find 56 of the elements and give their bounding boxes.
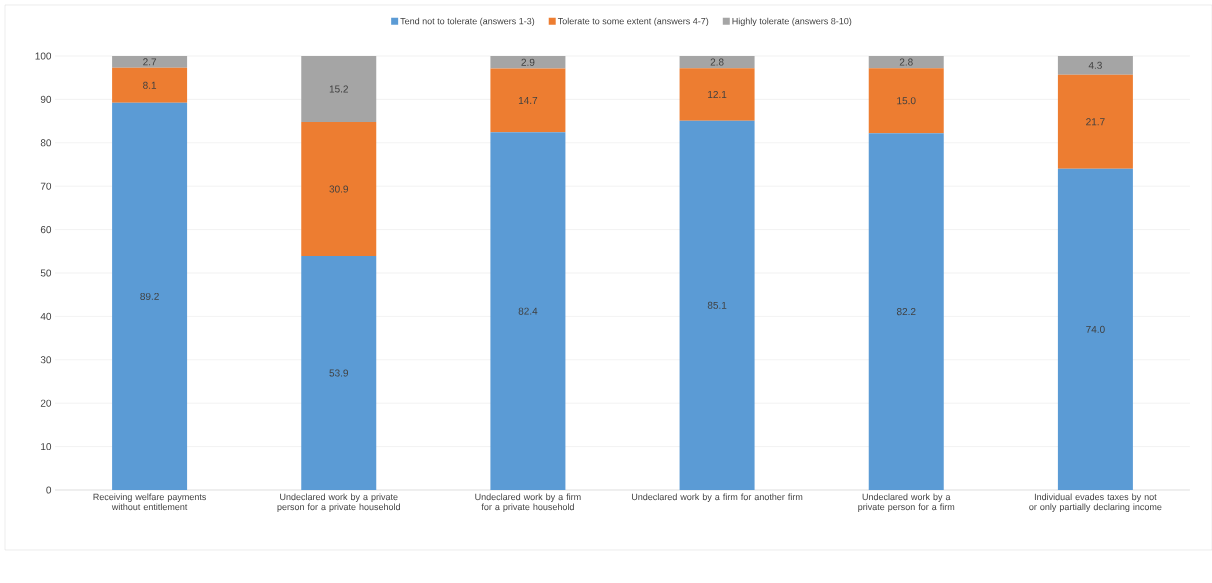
x-tick-label: Undeclared work by a private person for a firm bbox=[858, 493, 955, 512]
data-label: 21.7 bbox=[1086, 118, 1105, 126]
data-label: 82.2 bbox=[896, 308, 916, 316]
data-label: 12.1 bbox=[708, 90, 727, 98]
y-tick-label: 0 bbox=[46, 486, 52, 494]
y-tick-label: 50 bbox=[40, 269, 52, 277]
data-label: 89.2 bbox=[140, 292, 159, 300]
x-tick-label: Individual evades taxes by not or only partially declaring income bbox=[1029, 493, 1162, 512]
bar bbox=[868, 55, 944, 69]
data-label: 2.8 bbox=[899, 58, 913, 66]
bar bbox=[112, 102, 188, 490]
y-tick-label: 70 bbox=[40, 182, 52, 190]
y-tick-label: 100 bbox=[35, 52, 52, 60]
x-tick-label: Undeclared work by a firm for another firm bbox=[631, 493, 803, 502]
data-label: 82.4 bbox=[518, 307, 538, 315]
bar bbox=[112, 67, 188, 103]
bar bbox=[301, 121, 377, 257]
data-label: 2.9 bbox=[521, 58, 535, 66]
data-label: 30.9 bbox=[329, 185, 349, 193]
y-tick-label: 90 bbox=[40, 95, 52, 103]
bar bbox=[1057, 74, 1133, 169]
data-label: 2.7 bbox=[143, 58, 157, 66]
x-tick-label: Undeclared work by a firm for a private household bbox=[475, 493, 581, 512]
bar bbox=[868, 133, 944, 490]
data-label: 15.0 bbox=[897, 97, 916, 105]
bar bbox=[1057, 168, 1133, 490]
legend-label: Highly tolerate (answers 8-10) bbox=[732, 17, 852, 27]
data-label: 85.1 bbox=[707, 301, 727, 309]
data-label: 53.9 bbox=[329, 369, 349, 377]
y-tick-label: 20 bbox=[40, 399, 52, 407]
data-label: 74.0 bbox=[1086, 325, 1105, 333]
y-tick-label: 60 bbox=[40, 226, 52, 234]
bar bbox=[490, 132, 566, 490]
x-tick-label: Undeclared work by a private person for a private household bbox=[277, 493, 400, 512]
bar bbox=[868, 68, 944, 134]
bar bbox=[301, 256, 377, 490]
bar bbox=[301, 55, 377, 122]
y-tick-label: 10 bbox=[41, 443, 52, 451]
y-tick-label: 40 bbox=[40, 312, 52, 320]
bar bbox=[112, 55, 188, 68]
data-label: 8.1 bbox=[143, 81, 157, 89]
bar bbox=[490, 68, 566, 133]
bar bbox=[490, 55, 566, 69]
bar bbox=[679, 120, 755, 490]
y-tick-label: 80 bbox=[40, 139, 52, 147]
data-label: 4.3 bbox=[1088, 61, 1102, 69]
y-tick-label: 30 bbox=[40, 356, 52, 364]
data-label: 2.8 bbox=[710, 58, 724, 66]
bar bbox=[1057, 55, 1133, 75]
legend-label: Tend not to tolerate (answers 1-3) bbox=[400, 17, 535, 27]
legend-label: Tolerate to some extent (answers 4-7) bbox=[557, 17, 709, 27]
data-label: 15.2 bbox=[329, 85, 348, 93]
bar bbox=[679, 68, 755, 121]
data-label: 14.7 bbox=[518, 97, 538, 104]
x-tick-label: Receiving welfare payments without entitlement bbox=[93, 493, 207, 511]
bar bbox=[679, 55, 755, 69]
